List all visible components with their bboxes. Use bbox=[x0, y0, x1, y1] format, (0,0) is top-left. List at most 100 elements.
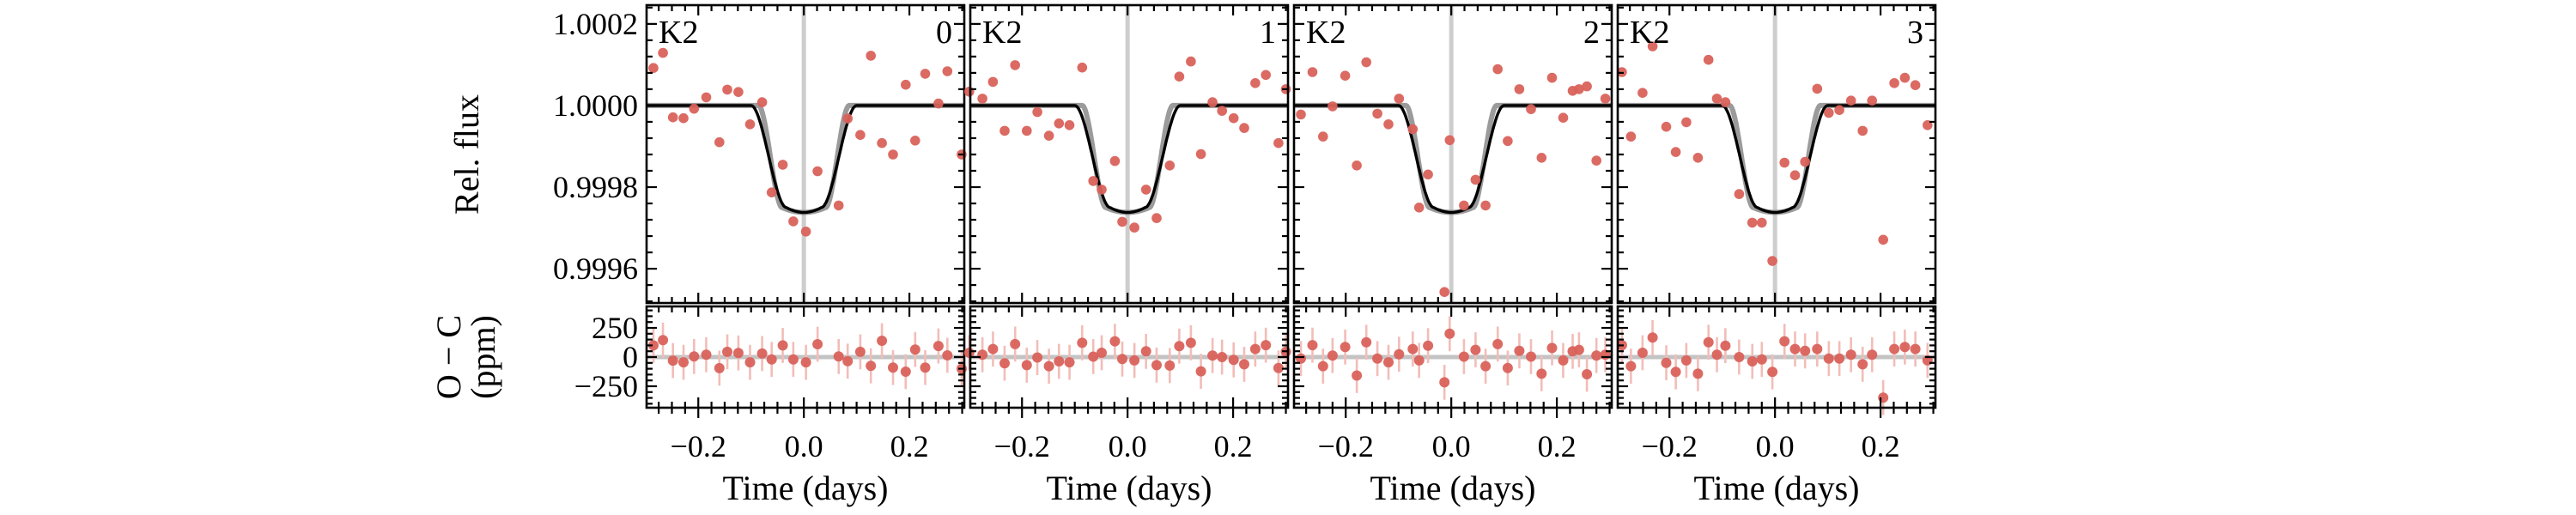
residual-point bbox=[888, 362, 898, 373]
residual-point bbox=[1546, 342, 1558, 354]
flux-point bbox=[1720, 97, 1731, 107]
residual-point bbox=[1407, 343, 1419, 354]
residual-panel-border bbox=[969, 305, 1290, 409]
flux-point bbox=[788, 216, 799, 227]
flux-point bbox=[777, 160, 788, 170]
flux-point bbox=[1413, 203, 1425, 213]
residual-point bbox=[1228, 354, 1239, 366]
resid-tick-label: −250 bbox=[574, 369, 638, 403]
residual-panel-border bbox=[1616, 305, 1937, 409]
flux-point bbox=[1747, 217, 1758, 228]
x-tick-label: 0.0 bbox=[785, 429, 823, 464]
residual-point bbox=[1910, 343, 1921, 354]
flux-point bbox=[1647, 41, 1658, 52]
flux-point bbox=[842, 113, 853, 124]
flux-point bbox=[1459, 200, 1469, 211]
residual-point bbox=[1064, 357, 1075, 368]
flux-point bbox=[1857, 125, 1868, 136]
flux-point bbox=[1088, 176, 1098, 186]
x-tick-label: −0.2 bbox=[1642, 429, 1698, 464]
residual-point bbox=[777, 340, 788, 351]
residual-point bbox=[1789, 343, 1801, 354]
flux-point bbox=[1470, 174, 1481, 185]
residual-point bbox=[1077, 337, 1088, 348]
residual-point bbox=[1217, 352, 1228, 362]
flux-point bbox=[977, 94, 987, 104]
residual-point bbox=[1747, 356, 1758, 367]
flux-point bbox=[1889, 78, 1899, 88]
flux-point bbox=[1064, 120, 1075, 130]
flux-point bbox=[877, 137, 887, 148]
residual-point bbox=[1526, 351, 1536, 362]
residual-point bbox=[1140, 346, 1151, 357]
flux-point bbox=[1352, 161, 1362, 171]
flux-point bbox=[800, 227, 811, 237]
flux-point bbox=[1307, 67, 1318, 77]
flux-point bbox=[1546, 72, 1558, 83]
flux-point bbox=[888, 149, 898, 160]
flux-point bbox=[1217, 106, 1227, 116]
flux-point bbox=[901, 79, 911, 90]
residual-point bbox=[1899, 342, 1911, 353]
flux-point bbox=[689, 103, 700, 114]
flux-tick-label: 1.0002 bbox=[553, 7, 638, 41]
flux-point bbox=[833, 200, 844, 211]
flux-point bbox=[722, 84, 732, 95]
flux-point bbox=[1779, 157, 1789, 168]
x-tick-label: 0.2 bbox=[890, 429, 929, 464]
flux-point bbox=[658, 47, 668, 58]
flux-point bbox=[987, 76, 999, 88]
transit-number-label: 0 bbox=[936, 15, 952, 51]
flux-point bbox=[701, 92, 712, 103]
flux-point bbox=[1767, 256, 1777, 266]
residual-point bbox=[833, 351, 844, 362]
residual-point bbox=[1109, 336, 1121, 347]
x-axis-label: Time (days) bbox=[1694, 469, 1860, 507]
residual-point bbox=[756, 348, 768, 359]
flux-axis-label: Rel. flux bbox=[447, 94, 486, 215]
residual-point bbox=[854, 346, 866, 357]
x-tick-label: 0.2 bbox=[1538, 429, 1577, 464]
residual-point bbox=[1470, 344, 1481, 355]
flux-point bbox=[1834, 105, 1844, 115]
flux-point bbox=[1703, 54, 1714, 65]
flux-point bbox=[1800, 156, 1810, 167]
flux-point bbox=[667, 112, 678, 123]
x-axis-label: Time (days) bbox=[1047, 469, 1212, 507]
residual-point bbox=[1514, 345, 1525, 356]
flux-point bbox=[920, 69, 931, 79]
residual-point bbox=[842, 355, 854, 367]
flux-point bbox=[733, 87, 744, 97]
residual-point bbox=[1361, 336, 1372, 348]
resid-tick-label: 0 bbox=[623, 340, 638, 374]
residual-point bbox=[1383, 357, 1394, 368]
x-tick-label: −0.2 bbox=[671, 429, 726, 464]
flux-panel-border bbox=[969, 3, 1290, 305]
flux-tick-label: 0.9996 bbox=[553, 251, 638, 286]
residual-point bbox=[1492, 338, 1504, 349]
flux-point bbox=[1383, 119, 1394, 130]
residual-point bbox=[1734, 352, 1745, 362]
flux-point bbox=[1536, 153, 1547, 163]
residual-point bbox=[1591, 350, 1602, 361]
residual-point bbox=[1249, 343, 1261, 354]
model-fit-curve bbox=[1294, 104, 1612, 215]
flux-point bbox=[1423, 169, 1433, 180]
residual-point bbox=[1032, 352, 1043, 363]
flux-tick-label: 0.9998 bbox=[553, 170, 638, 204]
flux-point bbox=[1195, 148, 1206, 160]
residual-point bbox=[1185, 337, 1196, 348]
residual-point bbox=[1413, 354, 1425, 366]
flux-point bbox=[1043, 130, 1054, 141]
instrument-label: K2 bbox=[659, 15, 698, 51]
flux-point bbox=[1734, 189, 1745, 199]
residual-point bbox=[866, 360, 877, 372]
residual-point bbox=[1043, 360, 1054, 372]
flux-point bbox=[1558, 112, 1569, 123]
flux-point bbox=[1637, 88, 1648, 98]
residual-point bbox=[1273, 362, 1284, 373]
residual-point bbox=[1129, 354, 1140, 366]
